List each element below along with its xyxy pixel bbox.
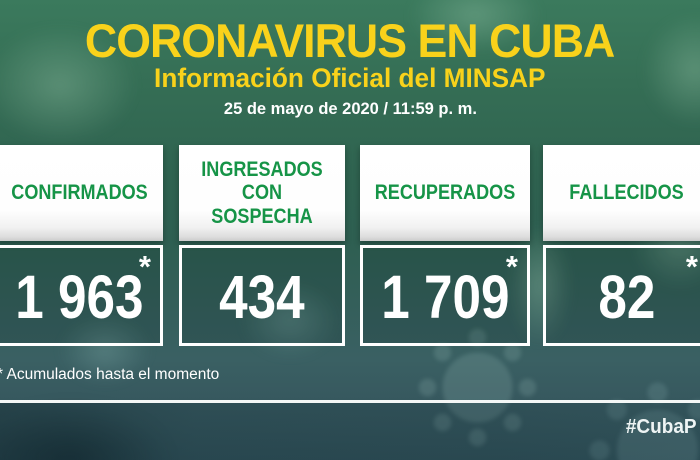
stat-value-box-ingresados: 434 — [179, 245, 345, 346]
hashtag: #CubaP — [624, 416, 698, 439]
stat-value-box-fallecidos: 82 * — [543, 245, 700, 346]
divider-line — [0, 400, 700, 403]
stat-value-box-recuperados: 1 709 * — [360, 245, 530, 346]
asterisk-marker: * — [138, 249, 151, 284]
stat-value: 1 709 — [380, 263, 510, 331]
stat-card-recuperados: RECUPERADOS — [360, 145, 530, 241]
stat-label: CONFIRMADOS — [11, 180, 148, 205]
asterisk-marker: * — [505, 249, 518, 284]
page-subtitle: Información Oficial del MINSAP — [0, 63, 700, 94]
stat-value-box-confirmados: 1 963 * — [0, 245, 163, 346]
stat-value: 82 — [597, 263, 655, 331]
stat-value: 434 — [219, 263, 305, 331]
asterisk-marker: * — [685, 249, 698, 284]
page-title: CORONAVIRUS EN CUBA — [0, 14, 700, 67]
stat-label: RECUPERADOS — [374, 180, 516, 205]
report-date-text: 25 de mayo de 2020 / 11:59 p. m. — [223, 99, 477, 118]
page-subtitle-text: Información Oficial del MINSAP — [154, 63, 546, 93]
footer-band — [0, 403, 700, 460]
page-title-text: CORONAVIRUS EN CUBA — [85, 14, 615, 67]
footnote: * Acumulados hasta el momento — [0, 366, 220, 383]
stat-card-fallecidos: FALLECIDOS — [543, 145, 700, 241]
report-date: 25 de mayo de 2020 / 11:59 p. m. — [0, 99, 700, 119]
stat-label: FALLECIDOS — [569, 180, 684, 205]
stat-card-ingresados: INGRESADOS CON SOSPECHA — [179, 145, 345, 241]
stat-value: 1 963 — [15, 263, 144, 331]
stat-label: INGRESADOS CON SOSPECHA — [201, 156, 323, 228]
hashtag-text: #CubaP — [625, 416, 697, 438]
stat-card-confirmados: CONFIRMADOS — [0, 145, 163, 241]
